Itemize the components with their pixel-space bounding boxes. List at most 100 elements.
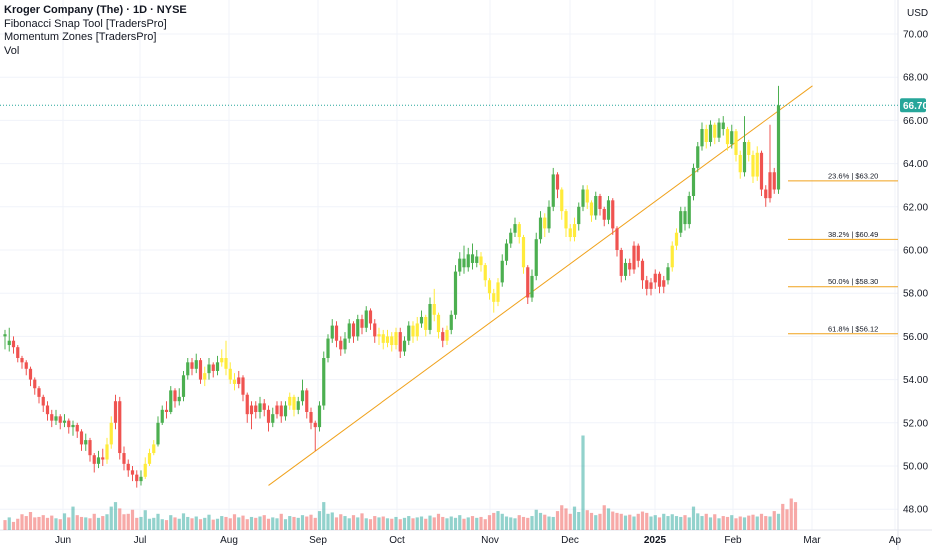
- candle: [623, 258, 628, 281]
- candle-body: [122, 453, 126, 464]
- volume-bar: [135, 517, 139, 530]
- candle-body: [296, 401, 300, 410]
- volume-bar: [3, 520, 7, 530]
- candle: [470, 243, 475, 270]
- candle: [577, 202, 581, 231]
- candle: [534, 232, 538, 281]
- time-axis[interactable]: Jun Jul Aug Sep Oct Nov Dec 2025 Feb Mar Ap: [55, 535, 902, 546]
- candle-body: [415, 323, 419, 337]
- candle-body: [351, 323, 356, 337]
- symbol-title[interactable]: Kroger Company (The) · 1D · NYSE: [4, 4, 187, 16]
- volume-bar: [462, 518, 466, 530]
- candle-body: [288, 396, 292, 406]
- volume-bar: [747, 515, 751, 530]
- volume-bar: [62, 513, 67, 530]
- candle: [458, 252, 462, 276]
- time-tick-label: Aug: [220, 535, 238, 546]
- volume-bar: [373, 516, 377, 530]
- volume-bar: [364, 518, 368, 530]
- volume-bar: [139, 516, 143, 530]
- candle: [173, 388, 177, 408]
- candle: [479, 252, 483, 272]
- candle: [279, 401, 283, 423]
- candle: [147, 448, 152, 466]
- candle: [343, 332, 347, 354]
- volume-bar: [177, 518, 181, 530]
- volume-bar: [385, 518, 390, 530]
- volume-bar: [623, 515, 628, 530]
- candle-body: [721, 122, 725, 130]
- candle-body: [398, 332, 402, 352]
- volume-bar: [475, 517, 479, 530]
- candle: [262, 399, 266, 417]
- volume-bar: [755, 516, 759, 530]
- candle-body: [228, 368, 232, 380]
- candle: [492, 288, 496, 313]
- volume-bar: [113, 502, 118, 530]
- volume-bar: [768, 516, 772, 530]
- candle: [215, 355, 220, 376]
- candle-body: [152, 444, 156, 454]
- candle: [84, 433, 88, 451]
- candle: [339, 336, 343, 356]
- candle-body: [402, 340, 407, 352]
- candle-body: [772, 172, 776, 190]
- volume-bar: [445, 518, 449, 530]
- candle: [513, 217, 517, 238]
- candle: [122, 446, 126, 471]
- candle: [351, 321, 356, 343]
- candle: [368, 308, 373, 330]
- indicator-volume[interactable]: Vol: [4, 44, 20, 57]
- candle-body: [492, 293, 496, 302]
- candle: [139, 470, 143, 486]
- volume-bar: [415, 517, 419, 530]
- candle-body: [266, 409, 271, 423]
- candle: [411, 321, 415, 343]
- time-tick-label: Feb: [724, 535, 742, 546]
- candle: [3, 329, 7, 350]
- price-tick-label: 58.00: [903, 289, 928, 300]
- volume-bar: [194, 516, 198, 530]
- candle-body: [555, 174, 560, 190]
- indicator-momentum-zones[interactable]: Momentum Zones [TradersPro]: [4, 31, 157, 43]
- candle: [551, 167, 555, 212]
- candle-body: [237, 377, 241, 384]
- candle-body: [411, 325, 415, 337]
- candle-body: [245, 394, 249, 415]
- candle: [309, 407, 313, 430]
- candle-body: [560, 189, 564, 212]
- candle: [725, 126, 730, 151]
- candle: [198, 358, 203, 384]
- volume-bar: [555, 511, 560, 530]
- volume-bar: [211, 519, 215, 530]
- candle: [330, 319, 334, 343]
- indicator-fibonacci[interactable]: Fibonacci Snap Tool [TradersPro]: [4, 17, 167, 30]
- volume-bar: [704, 513, 708, 530]
- candle-body: [322, 358, 326, 406]
- candle-body: [292, 396, 296, 410]
- candle-body: [381, 334, 385, 343]
- candle: [538, 211, 543, 244]
- price-tick-label: 50.00: [903, 462, 928, 473]
- volume-bar: [679, 516, 683, 530]
- price-axis[interactable]: USD 48.00 50.00 52.00 54.00 56.00 58.00 60.00 62…: [900, 8, 928, 516]
- volume-bar: [37, 516, 41, 530]
- candle: [679, 206, 683, 238]
- candle-body: [589, 202, 594, 216]
- time-tick-label: Sep: [309, 535, 327, 546]
- volume-bar: [232, 514, 237, 530]
- candle-body: [568, 228, 572, 238]
- candle: [521, 234, 526, 274]
- candle: [717, 118, 721, 142]
- candle: [237, 370, 241, 389]
- volume-bar: [428, 515, 432, 530]
- price-tick-label: 48.00: [903, 505, 928, 516]
- candle-body: [96, 457, 101, 464]
- candle-body: [88, 440, 92, 456]
- volume-bar: [543, 514, 547, 530]
- fib-level-label: 50.0% | $58.30: [828, 277, 878, 286]
- candle: [598, 193, 602, 216]
- candle-body: [445, 329, 449, 341]
